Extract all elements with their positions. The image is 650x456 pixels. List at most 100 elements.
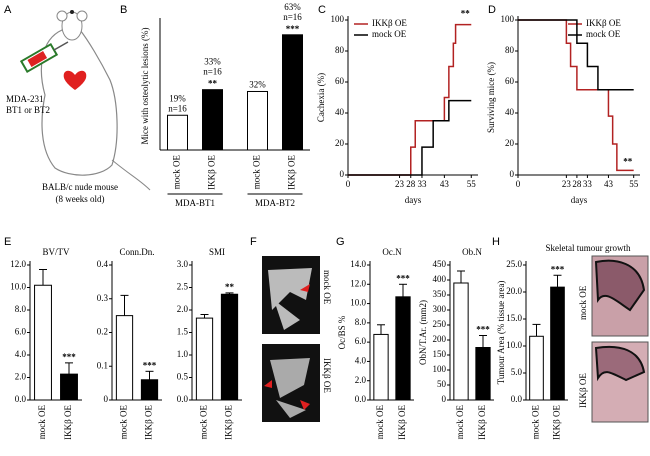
value-label: 19% xyxy=(169,93,186,103)
y-tick-label: 100 xyxy=(331,14,345,24)
y-tick-label: 450 xyxy=(433,259,447,269)
significance: *** xyxy=(143,360,157,370)
chart-title: Skeletal tumour growth xyxy=(546,243,631,253)
y-tick-label: 2.5 xyxy=(177,282,189,292)
x-axis-label: days xyxy=(405,195,422,205)
x-tick-label: IKKβ OE xyxy=(207,155,217,190)
chart-title: SMI xyxy=(209,247,225,257)
x-tick-label: mock OE xyxy=(455,405,465,440)
series-line xyxy=(518,19,634,172)
y-axis-label: Tumour Area (% tissue area) xyxy=(496,281,506,385)
y-tick-label: 200 xyxy=(433,334,447,344)
y-tick-label: 0.0 xyxy=(355,394,367,404)
x-tick-label: 33 xyxy=(417,179,427,189)
y-tick-label: 40 xyxy=(335,107,345,117)
y-tick-label: 5.0 xyxy=(511,367,523,377)
panel-letter: C xyxy=(318,4,326,16)
significance: ** xyxy=(623,156,633,166)
cell-line-label: BT1 or BT2 xyxy=(6,105,50,115)
bar xyxy=(282,34,303,151)
panel-letter: A xyxy=(4,4,12,16)
bar xyxy=(34,284,52,401)
x-axis-label: days xyxy=(571,195,588,205)
y-tick-label: 50 xyxy=(437,379,447,389)
y-tick-label: 20 xyxy=(335,138,345,148)
x-tick-label: 55 xyxy=(467,179,477,189)
bar xyxy=(140,379,159,401)
x-tick-label: mock OE xyxy=(375,405,385,440)
y-tick-label: 1.0 xyxy=(177,349,189,359)
y-tick-label: 80 xyxy=(335,45,345,55)
panel-letter: B xyxy=(120,4,127,16)
y-tick-label: 0 xyxy=(442,394,447,404)
y-tick-label: 80 xyxy=(505,45,515,55)
chart-title: Conn.Dn. xyxy=(119,247,154,257)
significance: *** xyxy=(286,24,300,34)
y-tick-label: 0.0 xyxy=(177,394,189,404)
significance: *** xyxy=(551,264,565,274)
y-tick-label: 0.0 xyxy=(15,394,27,404)
y-tick-label: 300 xyxy=(433,304,447,314)
x-tick-label: IKKβ OE xyxy=(397,405,407,440)
x-tick-label: 28 xyxy=(406,179,416,189)
y-tick-label: 12.0 xyxy=(10,259,26,269)
y-tick-label: 0.4 xyxy=(97,259,109,269)
y-tick-label: 0.5 xyxy=(177,372,189,382)
y-tick-label: 6.0 xyxy=(15,327,27,337)
x-tick-label: 43 xyxy=(604,179,614,189)
n-label: n=16 xyxy=(168,103,187,113)
y-tick-label: 40 xyxy=(505,107,515,117)
significance: *** xyxy=(476,325,490,335)
significance: *** xyxy=(62,352,76,362)
legend-label: mock OE xyxy=(586,29,621,39)
y-tick-label: 20 xyxy=(505,138,515,148)
bar xyxy=(220,293,239,401)
x-tick-label: 0 xyxy=(516,179,521,189)
x-tick-label: IKKβ OE xyxy=(144,405,154,440)
bar xyxy=(247,90,268,151)
y-tick-label: 0.1 xyxy=(97,360,108,370)
y-tick-label: 8.0 xyxy=(15,304,27,314)
y-tick-label: 10.0 xyxy=(350,298,366,308)
significance: ** xyxy=(225,282,235,292)
series-line xyxy=(518,19,634,91)
bar xyxy=(453,282,469,401)
x-tick-label: mock OE xyxy=(252,155,262,190)
x-tick-label: 28 xyxy=(572,179,582,189)
y-tick-label: 350 xyxy=(433,289,447,299)
y-tick-label: 2.0 xyxy=(355,375,367,385)
chart-title: Oc.N xyxy=(382,247,402,257)
chart-title: Ob.N xyxy=(462,247,482,257)
y-tick-label: 4.0 xyxy=(15,349,27,359)
legend-label: IKKβ OE xyxy=(586,18,621,28)
x-tick-label: IKKβ OE xyxy=(63,405,73,440)
legend-label: IKKβ OE xyxy=(372,18,407,28)
value-label: 33% xyxy=(204,57,221,67)
value-label: 32% xyxy=(249,80,266,90)
image-label: IKKβ OE xyxy=(578,373,588,408)
x-tick-label: mock OE xyxy=(119,405,129,440)
x-tick-label: IKKβ OE xyxy=(224,405,234,440)
y-tick-label: 3.0 xyxy=(177,259,189,269)
y-tick-label: 2.0 xyxy=(177,304,189,314)
x-tick-label: 0 xyxy=(346,179,351,189)
mouse-label: BALB/c nude mouse xyxy=(42,182,118,192)
x-tick-label: IKKβ OE xyxy=(287,155,297,190)
y-tick-label: 15.0 xyxy=(506,313,522,323)
x-tick-label: 23 xyxy=(395,179,405,189)
bar xyxy=(395,296,411,401)
y-tick-label: 0 xyxy=(510,169,515,179)
y-tick-label: 10.0 xyxy=(506,340,522,350)
bar xyxy=(60,373,78,401)
x-tick-label: mock OE xyxy=(172,155,182,190)
y-tick-label: 20.0 xyxy=(506,286,522,296)
y-axis-label: ObN/T.Ar. (mm2) xyxy=(418,300,428,365)
bar xyxy=(373,333,389,401)
group-label: MDA-BT1 xyxy=(175,198,215,208)
y-tick-label: 0.0 xyxy=(511,394,523,404)
bar xyxy=(529,335,544,401)
x-tick-label: mock OE xyxy=(37,405,47,440)
x-tick-label: 43 xyxy=(440,179,450,189)
y-tick-label: 0 xyxy=(340,169,345,179)
